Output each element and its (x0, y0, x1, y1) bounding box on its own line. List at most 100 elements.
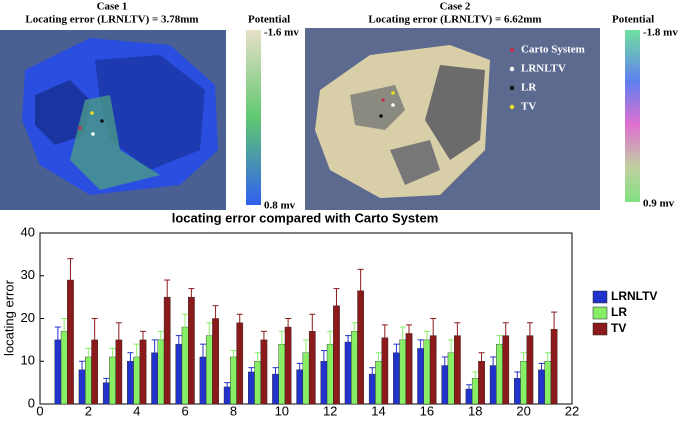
bar (423, 339, 431, 405)
legend-marker (509, 104, 515, 110)
error-bar (544, 352, 551, 371)
error-bar (375, 352, 382, 371)
error-bar (236, 313, 243, 332)
y-tick-label: 0 (28, 395, 35, 410)
error-bar (260, 330, 267, 349)
error-bar (140, 330, 147, 349)
error-bar (254, 352, 261, 371)
error-bar (79, 360, 86, 379)
panel-subtitle: Locating error (LRNLTV) = 6.62mm (368, 14, 541, 26)
x-tick-label: 4 (133, 403, 140, 418)
error-bar (212, 305, 219, 332)
x-tick-label: 0 (36, 403, 43, 418)
error-bar (538, 362, 545, 377)
error-bar (248, 367, 255, 377)
legend-marker (509, 47, 515, 53)
error-bar (230, 350, 237, 364)
error-bar (454, 322, 461, 349)
legend-label: LR (611, 305, 627, 319)
x-tick-label: 18 (468, 403, 482, 418)
error-bar (381, 324, 388, 352)
bar (248, 371, 255, 405)
colorbar-label: -1.6 mv (264, 27, 299, 39)
error-bar (296, 362, 303, 377)
error-bar (502, 322, 509, 349)
colorbar-label: 0.9 mv (643, 198, 675, 210)
error-bar (85, 347, 92, 367)
error-bar (514, 371, 521, 386)
x-tick-label: 8 (230, 403, 237, 418)
error-bar (133, 343, 140, 371)
error-bar (115, 322, 122, 358)
error-bar (478, 352, 485, 371)
legend-label: Carto System (521, 44, 585, 56)
error-bar (206, 322, 213, 349)
colorbar-label: -1.8 mv (643, 27, 678, 39)
error-bar (333, 288, 340, 324)
y-axis-label: locating error (1, 279, 16, 356)
heart-render (315, 45, 490, 198)
error-bar (490, 356, 497, 375)
legend-swatch (592, 290, 608, 304)
bar (344, 341, 352, 405)
x-tick-label: 14 (371, 403, 385, 418)
panel-subtitle: Locating error (LRNLTV) = 3.78mm (25, 14, 198, 26)
y-tick-label: 10 (21, 353, 35, 368)
x-tick-label: 6 (181, 403, 188, 418)
error-bar (109, 347, 116, 367)
x-tick-label: 22 (565, 403, 579, 418)
error-bar (199, 343, 206, 371)
panel-title: Case 2 (440, 1, 471, 13)
error-bar (303, 339, 309, 367)
panel-title: Case 1 (97, 1, 128, 13)
error-bar (164, 279, 171, 315)
bar (139, 339, 147, 405)
legend-label: LR (521, 82, 537, 94)
error-bar (472, 371, 479, 386)
y-tick-label: 30 (21, 267, 35, 282)
error-bar (127, 352, 134, 371)
bar (351, 331, 358, 405)
error-bar (309, 313, 316, 349)
bar (230, 356, 237, 405)
error-bar (182, 313, 189, 341)
error-bar (278, 330, 285, 358)
error-bar (369, 367, 376, 381)
x-tick-label: 10 (275, 403, 289, 418)
legend-label: TV (521, 101, 536, 113)
error-bar (417, 339, 424, 358)
legend-label: LRNLTV (521, 63, 566, 75)
error-bar (430, 318, 437, 354)
error-bar (151, 339, 158, 367)
error-bar (551, 311, 558, 347)
error-bar (272, 367, 279, 381)
error-bar (175, 335, 182, 354)
error-bar (406, 324, 413, 343)
error-bar (327, 330, 334, 358)
error-bar (67, 258, 74, 302)
bar (284, 326, 292, 405)
error-bar (188, 288, 195, 307)
colorbar-title: Potential (248, 14, 290, 26)
error-bar (224, 382, 231, 392)
legend-swatch (592, 322, 608, 336)
x-tick-label: 2 (85, 403, 92, 418)
legend-label: LRNLTV (611, 289, 657, 303)
error-bar (54, 326, 61, 354)
colorbar (246, 30, 261, 205)
colorbar-label: 0.8 mv (264, 200, 296, 212)
legend-marker (509, 85, 515, 91)
error-bar (157, 330, 164, 349)
error-bar (423, 330, 430, 349)
error-bar (526, 322, 533, 349)
x-tick-label: 16 (420, 403, 434, 418)
x-tick-label: 12 (323, 403, 337, 418)
bar (188, 296, 195, 405)
bar (236, 322, 244, 405)
error-bar (91, 318, 98, 362)
legend-marker (509, 66, 515, 72)
y-tick-label: 40 (21, 224, 35, 239)
y-tick-label: 20 (21, 310, 35, 325)
error-bar (520, 352, 527, 371)
